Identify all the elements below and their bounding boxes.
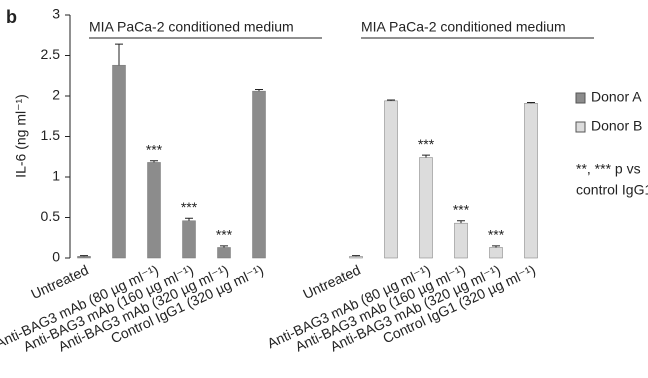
- legend-swatch: [575, 121, 586, 133]
- group-label: MIA PaCa-2 conditioned medium: [89, 19, 294, 35]
- bar: [252, 90, 266, 259]
- significance: ***: [181, 199, 198, 215]
- bar: [112, 64, 126, 259]
- significance: ***: [146, 142, 163, 158]
- significance: ***: [418, 136, 435, 152]
- y-tick-label: 3: [52, 6, 60, 22]
- group-label: MIA PaCa-2 conditioned medium: [361, 19, 566, 35]
- y-tick-label: 2: [52, 87, 60, 103]
- bar: [384, 100, 398, 259]
- bar: [217, 247, 231, 259]
- y-tick-label: 0: [52, 249, 60, 265]
- y-tick-label: 0.5: [41, 208, 61, 224]
- legend-swatch: [575, 92, 586, 104]
- bar: [349, 256, 363, 259]
- legend-label: Donor B: [591, 118, 642, 134]
- bar: [489, 247, 503, 259]
- bar: [454, 222, 468, 259]
- bar: [182, 220, 196, 259]
- error-bar: [492, 245, 500, 248]
- note: **, *** p vs: [576, 161, 641, 177]
- error-bar: [220, 245, 228, 248]
- bar: [77, 256, 91, 259]
- bar: [419, 157, 433, 259]
- significance: ***: [216, 227, 233, 243]
- error-bar: [80, 255, 88, 257]
- significance: ***: [488, 227, 505, 243]
- error-bar: [255, 89, 263, 92]
- error-bar: [457, 220, 465, 224]
- y-tick-label: 1: [52, 168, 60, 184]
- error-bar: [185, 217, 193, 221]
- legend-label: Donor A: [591, 89, 642, 105]
- y-axis-label: IL-6 (ng ml⁻¹): [13, 94, 29, 178]
- error-bar: [527, 101, 535, 104]
- error-bar: [352, 255, 360, 257]
- panel-label: b: [6, 7, 17, 27]
- error-bar: [422, 154, 430, 158]
- bar: [524, 103, 538, 259]
- y-tick-label: 1.5: [41, 127, 61, 143]
- bar: [147, 162, 161, 259]
- error-bar: [150, 160, 158, 163]
- error-bar: [387, 99, 395, 101]
- significance: ***: [453, 201, 470, 217]
- y-tick-label: 2.5: [41, 46, 61, 62]
- note: control IgG1: [576, 182, 648, 198]
- error-bar: [115, 43, 123, 66]
